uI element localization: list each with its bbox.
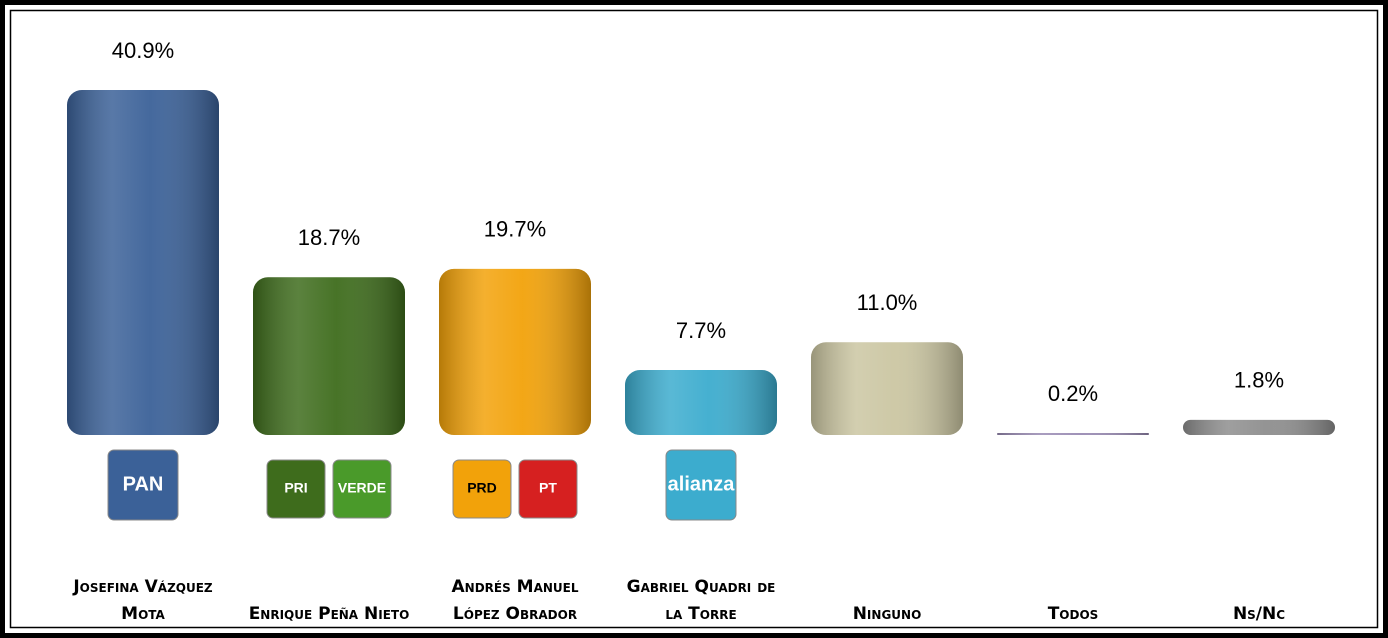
category-label: Ninguno	[852, 604, 922, 624]
value-label: 40.9%	[112, 38, 174, 63]
bar-shine	[997, 433, 1149, 435]
bar-shine	[439, 268, 591, 435]
inner-frame	[9, 9, 1379, 629]
value-label: 11.0%	[857, 290, 918, 315]
party-logo-text: PT	[539, 480, 557, 496]
category-label: Enrique Peña Nieto	[248, 604, 410, 624]
category-label: Josefina Vázquez Mota	[73, 577, 213, 624]
bar-shine	[625, 370, 777, 435]
category-label: Ns/Nc	[1232, 604, 1286, 624]
bar-shine	[253, 277, 405, 435]
category-label: Andrés Manuel López Obrador	[451, 577, 579, 624]
value-label: 19.7%	[484, 217, 546, 242]
bar-shine	[67, 90, 219, 435]
party-logo-text: PRI	[284, 480, 307, 496]
party-logo	[665, 449, 737, 521]
party-logo	[518, 459, 578, 519]
party-logo	[332, 459, 392, 519]
value-label: 18.7%	[298, 225, 360, 250]
party-logo	[452, 459, 512, 519]
value-label: 1.8%	[1234, 368, 1284, 393]
party-logo-text: PRD	[467, 480, 497, 496]
bar-shine	[1183, 419, 1335, 435]
party-logo-text: VERDE	[338, 480, 386, 496]
party-logo	[107, 449, 179, 521]
category-label: Gabriel Quadri de la Torre	[626, 577, 776, 624]
party-logo-text: PAN	[123, 473, 164, 495]
value-label: 7.7%	[676, 318, 726, 343]
party-logo	[266, 459, 326, 519]
value-label: 0.2%	[1048, 381, 1098, 406]
bar-shine	[811, 342, 963, 435]
party-logo-text: alianza	[668, 473, 736, 495]
category-label: Todos	[1047, 604, 1099, 624]
